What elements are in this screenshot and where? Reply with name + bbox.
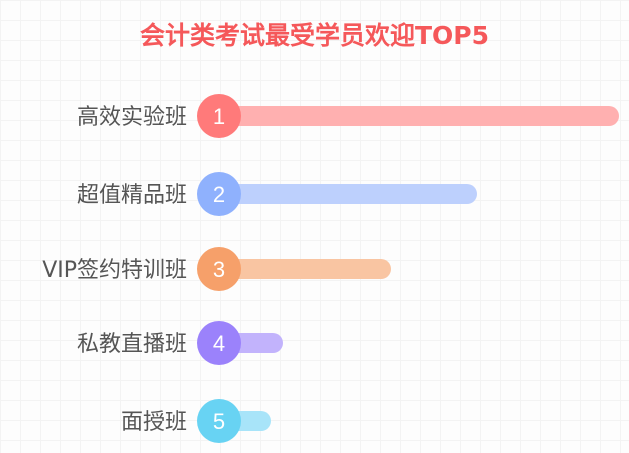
bar xyxy=(219,259,391,279)
rank-circle xyxy=(197,321,241,365)
category-label: 超值精品班 xyxy=(77,183,187,208)
rank-circle xyxy=(197,94,241,138)
rank-circle xyxy=(197,172,241,216)
category-label: 面授班 xyxy=(121,410,187,435)
chart-title: 会计类考试最受学员欢迎TOP5 xyxy=(139,21,490,50)
bar xyxy=(219,184,477,204)
category-label: 私教直播班 xyxy=(77,332,187,357)
rank-label: 2 xyxy=(213,182,225,207)
category-label: VIP签约特训班 xyxy=(42,258,187,283)
rank-label: 1 xyxy=(213,104,225,129)
bar xyxy=(219,106,619,126)
rank-label: 5 xyxy=(213,409,225,434)
rank-label: 3 xyxy=(213,257,225,282)
category-label: 高效实验班 xyxy=(77,105,187,130)
rank-circle xyxy=(197,247,241,291)
rank-label: 4 xyxy=(213,331,225,356)
rank-circle xyxy=(197,399,241,443)
